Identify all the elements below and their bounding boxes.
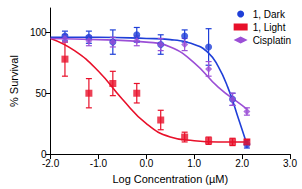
svg-text:0.0: 0.0 (139, 158, 153, 169)
svg-text:Log Concentration (µM): Log Concentration (µM) (112, 173, 228, 185)
svg-text:1.0: 1.0 (187, 158, 201, 169)
svg-text:0: 0 (41, 148, 47, 160)
svg-text:-2.0: -2.0 (42, 158, 60, 169)
svg-text:% Survival: % Survival (8, 55, 20, 107)
svg-text:-1.0: -1.0 (90, 158, 108, 169)
svg-text:Cisplatin: Cisplatin (253, 35, 291, 46)
svg-text:3.0: 3.0 (283, 158, 297, 169)
svg-text:1, Dark: 1, Dark (253, 9, 286, 20)
svg-text:1, Light: 1, Light (253, 22, 286, 33)
svg-text:100: 100 (30, 27, 47, 38)
svg-text:2.0: 2.0 (235, 158, 249, 169)
svg-text:50: 50 (35, 88, 47, 99)
